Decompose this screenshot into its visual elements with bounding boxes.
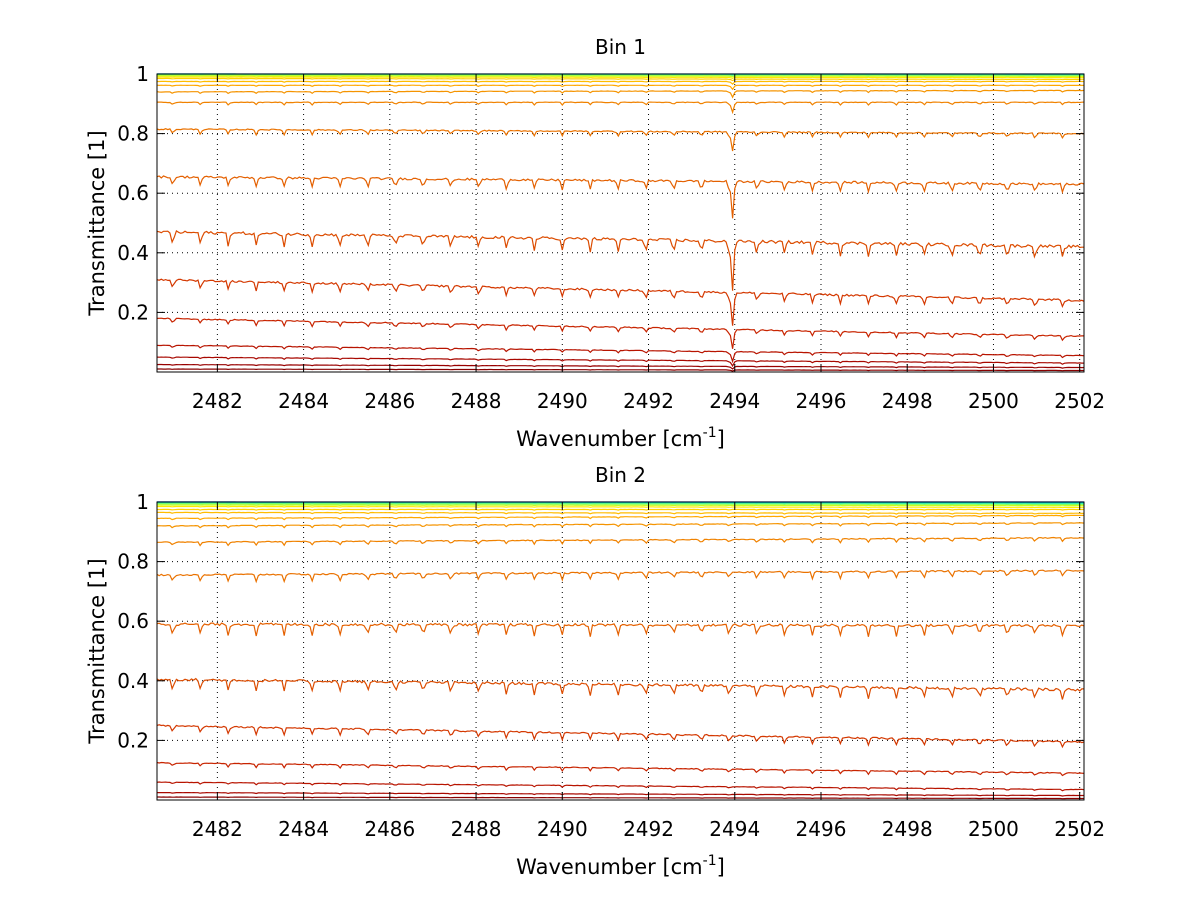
series-line-18: [156, 356, 1084, 368]
y-tick-label: 0.4: [117, 669, 149, 693]
x-tick-label: 2490: [537, 389, 588, 413]
series-line-5: [157, 75, 1084, 78]
x-axis-label-main: Wavenumber [cm: [516, 427, 702, 451]
series-line-15: [156, 278, 1085, 326]
series-line-12: [157, 536, 1085, 547]
x-tick-label: 2502: [1054, 817, 1105, 841]
x-tick-label: 2498: [882, 389, 933, 413]
x-tick-label: 2486: [364, 817, 415, 841]
chart-title: Bin 1: [595, 35, 646, 59]
x-tick-label: 2488: [451, 817, 502, 841]
series-line-15: [156, 677, 1084, 700]
series-line-8: [157, 508, 1085, 511]
series-line-5: [157, 503, 1084, 506]
x-tick-label: 2486: [364, 389, 415, 413]
x-tick-label: 2488: [451, 389, 502, 413]
x-tick-label: 2494: [709, 389, 760, 413]
series-line-8: [157, 80, 1084, 85]
x-tick-label: 2484: [278, 817, 329, 841]
y-axis-label: Transmittance [1]: [85, 130, 109, 316]
series-line-16: [156, 724, 1085, 749]
axes-box: [156, 73, 1085, 373]
y-tick-label: 1: [136, 490, 149, 514]
y-tick-label: 1: [136, 62, 149, 86]
series-line-6: [157, 504, 1084, 507]
series-line-19: [156, 363, 1085, 370]
x-tick-label: 2496: [796, 389, 847, 413]
y-tick-label: 0.2: [117, 728, 149, 752]
axes-box: [156, 501, 1085, 801]
series-line-7: [156, 77, 1084, 82]
x-axis-label: Wavenumber [cm-1]: [516, 853, 725, 879]
chart-title: Bin 2: [595, 463, 646, 487]
series-line-12: [156, 128, 1085, 152]
series-line-14: [156, 229, 1084, 291]
x-axis-label-end: ]: [717, 427, 725, 451]
series-line-10: [156, 89, 1085, 99]
series-line-19: [157, 791, 1084, 797]
x-axis-label-main: Wavenumber [cm: [516, 855, 702, 879]
x-tick-label: 2484: [278, 389, 329, 413]
y-tick-label: 0.6: [117, 181, 149, 205]
series-line-14: [156, 622, 1085, 638]
series-line-10: [156, 514, 1084, 521]
series-line-17: [156, 344, 1085, 364]
x-tick-label: 2502: [1054, 389, 1105, 413]
x-tick-label: 2500: [968, 389, 1019, 413]
series-line-7: [157, 505, 1084, 509]
x-tick-label: 2490: [537, 817, 588, 841]
panel-1: 2482 2484 2486 2488 2490 2492 2494 2496 2498 2500…: [85, 35, 1105, 451]
x-axis-label-end: ]: [717, 855, 725, 879]
y-tick-label: 0.2: [117, 300, 149, 324]
y-tick-label: 0.4: [117, 241, 149, 265]
series-line-20: [157, 796, 1084, 800]
series-line-11: [157, 101, 1085, 115]
x-tick-label: 2496: [796, 817, 847, 841]
x-tick-label: 2482: [192, 389, 243, 413]
plot-area: [157, 74, 1084, 372]
y-tick-label: 0.6: [117, 609, 149, 633]
x-axis-label-superscript: -1: [703, 853, 717, 869]
series-line-20: [157, 368, 1084, 372]
x-tick-label: 2482: [192, 817, 243, 841]
x-tick-label: 2498: [882, 817, 933, 841]
series-line-18: [156, 781, 1085, 792]
x-axis-label: Wavenumber [cm-1]: [516, 425, 725, 451]
series-line-9: [156, 84, 1084, 91]
panel-2: 2482 2484 2486 2488 2490 2492 2494 2496 2498 2500…: [85, 463, 1105, 879]
series-line-16: [156, 317, 1084, 349]
series-line-17: [156, 761, 1085, 777]
series-line-13: [156, 175, 1085, 219]
series-line-9: [157, 511, 1084, 515]
y-tick-label: 0.8: [117, 122, 149, 146]
x-axis-label-superscript: -1: [703, 425, 717, 441]
x-tick-label: 2492: [623, 389, 674, 413]
plot-area: [157, 502, 1084, 800]
series-line-13: [156, 569, 1085, 584]
y-tick-label: 0.8: [117, 550, 149, 574]
x-tick-label: 2492: [623, 817, 674, 841]
series-line-6: [157, 76, 1084, 80]
x-tick-label: 2500: [968, 817, 1019, 841]
x-tick-label: 2494: [709, 817, 760, 841]
y-axis-label: Transmittance [1]: [85, 558, 109, 744]
series-line-11: [156, 522, 1085, 529]
